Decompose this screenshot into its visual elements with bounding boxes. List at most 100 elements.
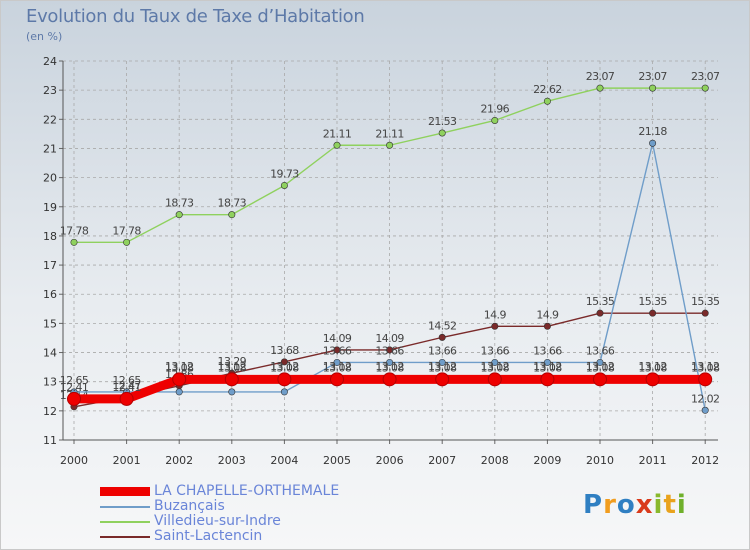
chart-legend: LA CHAPELLE-ORTHEMALE Buzançais Villedie… bbox=[100, 484, 339, 544]
data-point bbox=[596, 358, 604, 366]
data-label: 13.12 bbox=[270, 360, 299, 373]
data-point bbox=[540, 372, 555, 387]
data-label: 14.09 bbox=[323, 332, 352, 345]
data-label: 14.9 bbox=[484, 308, 507, 321]
legend-swatch-la-chapelle-orthemale bbox=[100, 487, 150, 496]
data-label: 12.41 bbox=[112, 381, 141, 394]
data-label: 13.12 bbox=[533, 360, 562, 373]
x-tick-label: 2011 bbox=[639, 454, 667, 467]
data-label: 13.29 bbox=[218, 355, 247, 368]
legend-swatch-buzancais bbox=[100, 505, 150, 508]
data-point bbox=[649, 139, 657, 147]
data-label: 21.96 bbox=[481, 102, 510, 115]
data-point bbox=[228, 211, 236, 219]
data-point bbox=[277, 372, 292, 387]
data-label: 13.12 bbox=[218, 360, 247, 373]
legend-label-buzancais: Buzançais bbox=[154, 498, 225, 514]
y-tick-label: 15 bbox=[43, 317, 57, 330]
data-label: 13.12 bbox=[586, 360, 615, 373]
data-label: 13.12 bbox=[323, 360, 352, 373]
data-label: 13.66 bbox=[533, 344, 562, 357]
legend-item-la-chapelle-orthemale: LA CHAPELLE-ORTHEMALE bbox=[100, 484, 339, 499]
data-label: 13.08 bbox=[323, 361, 352, 374]
data-point bbox=[280, 181, 288, 189]
x-tick-label: 2008 bbox=[481, 454, 509, 467]
data-label: 13.08 bbox=[691, 361, 720, 374]
data-label: 13.08 bbox=[586, 361, 615, 374]
x-tick-label: 2009 bbox=[533, 454, 561, 467]
data-point bbox=[330, 372, 344, 387]
data-label: 15.35 bbox=[638, 295, 667, 308]
data-label: 13.66 bbox=[586, 344, 615, 357]
x-tick-label: 2001 bbox=[113, 454, 141, 467]
data-point bbox=[333, 141, 341, 149]
x-tick-label: 2006 bbox=[376, 454, 404, 467]
data-label: 12.65 bbox=[112, 374, 141, 387]
data-label: 13.12 bbox=[638, 360, 667, 373]
y-tick-label: 13 bbox=[43, 376, 57, 389]
logo-letter: o bbox=[616, 490, 636, 520]
logo-letter: t bbox=[663, 490, 677, 520]
data-point bbox=[175, 211, 183, 219]
data-label: 22.62 bbox=[533, 83, 562, 96]
data-label: 13.12 bbox=[691, 360, 720, 373]
legend-item-saint-lactencin: Saint-Lactencin bbox=[100, 529, 339, 544]
data-label: 13.12 bbox=[165, 360, 194, 373]
x-tick-label: 2002 bbox=[165, 454, 193, 467]
y-tick-label: 11 bbox=[43, 434, 57, 447]
data-point bbox=[491, 116, 499, 124]
data-point bbox=[386, 358, 394, 366]
data-label: 13.08 bbox=[270, 361, 299, 374]
data-point bbox=[175, 388, 183, 396]
data-label: 14.09 bbox=[375, 332, 404, 345]
y-tick-label: 20 bbox=[43, 172, 57, 185]
data-label: 19.73 bbox=[270, 167, 299, 180]
proxiti-logo: Proxiti bbox=[583, 490, 687, 520]
data-point bbox=[543, 97, 551, 105]
data-label: 13.68 bbox=[270, 344, 299, 357]
legend-item-buzancais: Buzançais bbox=[100, 499, 339, 514]
data-label: 17.78 bbox=[60, 224, 89, 237]
data-label: 13.12 bbox=[481, 360, 510, 373]
data-point bbox=[119, 391, 134, 406]
x-tick-label: 2000 bbox=[60, 454, 88, 467]
data-label: 15.35 bbox=[586, 295, 615, 308]
data-point bbox=[280, 358, 288, 366]
data-label: 12.65 bbox=[60, 374, 89, 387]
data-point bbox=[438, 333, 446, 341]
data-label: 23.07 bbox=[638, 70, 667, 83]
data-point bbox=[333, 358, 341, 366]
legend-label-saint-lactencin: Saint-Lactencin bbox=[154, 528, 263, 544]
logo-letter: r bbox=[603, 490, 617, 520]
data-label: 21.11 bbox=[323, 127, 352, 140]
data-point bbox=[491, 322, 499, 330]
x-tick-label: 2010 bbox=[586, 454, 614, 467]
data-point bbox=[435, 372, 450, 387]
data-point bbox=[649, 309, 657, 317]
x-tick-label: 2007 bbox=[428, 454, 456, 467]
data-label: 18.73 bbox=[218, 197, 247, 210]
data-point bbox=[70, 238, 78, 246]
y-tick-label: 24 bbox=[43, 55, 57, 68]
data-label: 23.07 bbox=[691, 70, 720, 83]
data-label: 13.08 bbox=[428, 361, 457, 374]
legend-swatch-villedieu-sur-indre bbox=[100, 520, 150, 523]
data-label: 13.66 bbox=[481, 344, 510, 357]
data-label: 13.66 bbox=[428, 344, 457, 357]
data-point bbox=[596, 309, 604, 317]
data-point bbox=[224, 372, 239, 387]
y-tick-label: 22 bbox=[43, 113, 57, 126]
y-tick-label: 16 bbox=[43, 288, 57, 301]
data-label: 14.9 bbox=[536, 308, 559, 321]
data-label: 13.08 bbox=[165, 361, 194, 374]
x-tick-label: 2005 bbox=[323, 454, 351, 467]
data-label: 15.35 bbox=[691, 295, 720, 308]
data-point bbox=[67, 391, 81, 406]
y-tick-label: 23 bbox=[43, 84, 57, 97]
data-point bbox=[701, 84, 709, 92]
data-point bbox=[333, 346, 341, 354]
data-label: 12.41 bbox=[60, 381, 89, 394]
data-point bbox=[593, 372, 607, 387]
x-tick-label: 2004 bbox=[270, 454, 298, 467]
